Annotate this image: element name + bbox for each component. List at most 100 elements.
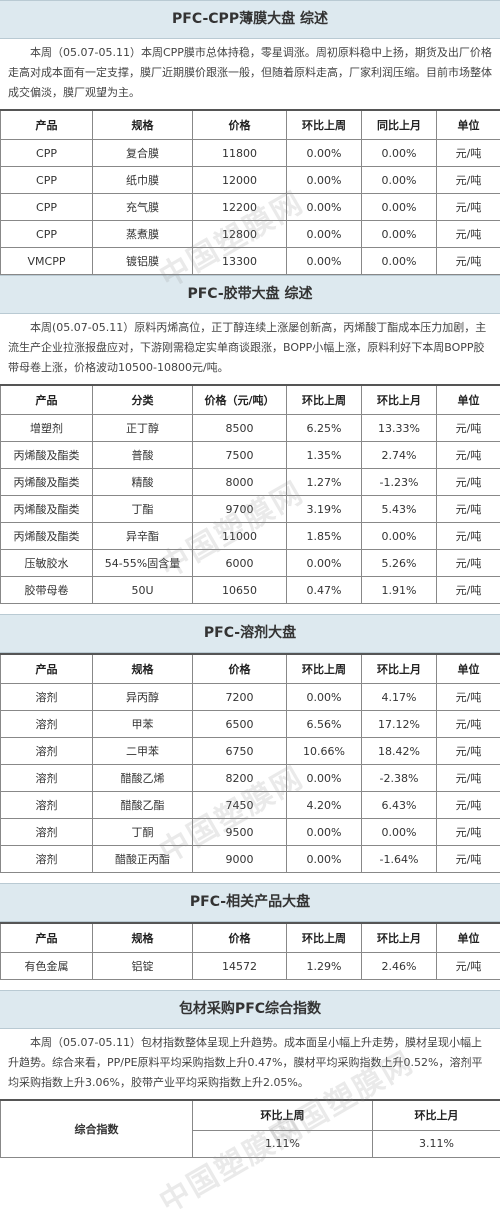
column-header: 产品 xyxy=(1,923,93,953)
price-cell: 13300 xyxy=(193,248,287,275)
product-cell: 有色金属 xyxy=(1,953,93,980)
column-header: 规格 xyxy=(93,923,193,953)
column-header: 产品 xyxy=(1,654,93,684)
unit-cell: 元/吨 xyxy=(437,248,500,275)
tape-section-title: PFC-胶带大盘 综述 xyxy=(0,275,500,314)
table-header-row: 产品规格价格环比上周环比上月单位 xyxy=(1,923,500,953)
table-header-row: 产品规格价格环比上周同比上月单位 xyxy=(1,110,500,140)
product-cell: 溶剂 xyxy=(1,846,93,873)
week-change-cell: 0.47% xyxy=(287,577,362,604)
cpp-summary: 本周（05.07-05.11）本周CPP膜市总体持稳，零星调涨。周初原料稳中上扬… xyxy=(0,39,500,109)
spec-cell: 醋酸乙烯 xyxy=(93,765,193,792)
month-change-cell: 0.00% xyxy=(362,167,437,194)
spec-cell: 异丙醇 xyxy=(93,684,193,711)
spec-cell: 丁酯 xyxy=(93,496,193,523)
month-change-cell: 0.00% xyxy=(362,221,437,248)
month-change-cell: 0.00% xyxy=(362,140,437,167)
unit-cell: 元/吨 xyxy=(437,221,500,248)
product-cell: 溶剂 xyxy=(1,819,93,846)
related-section-title: PFC-相关产品大盘 xyxy=(0,883,500,922)
price-cell: 9700 xyxy=(193,496,287,523)
column-header: 环比上月 xyxy=(362,923,437,953)
column-header: 环比上周 xyxy=(287,110,362,140)
unit-cell: 元/吨 xyxy=(437,496,500,523)
column-header: 规格 xyxy=(93,654,193,684)
month-change-cell: 2.46% xyxy=(362,953,437,980)
week-change-cell: 1.85% xyxy=(287,523,362,550)
column-header: 单位 xyxy=(437,654,500,684)
column-header: 单位 xyxy=(437,385,500,415)
unit-cell: 元/吨 xyxy=(437,523,500,550)
product-cell: 压敏胶水 xyxy=(1,550,93,577)
spec-cell: 二甲苯 xyxy=(93,738,193,765)
month-change-cell: 6.43% xyxy=(362,792,437,819)
week-change-cell: 4.20% xyxy=(287,792,362,819)
price-cell: 9000 xyxy=(193,846,287,873)
month-change-cell: 0.00% xyxy=(362,248,437,275)
price-cell: 6000 xyxy=(193,550,287,577)
month-change-cell: 18.42% xyxy=(362,738,437,765)
price-cell: 7200 xyxy=(193,684,287,711)
month-change-cell: -2.38% xyxy=(362,765,437,792)
unit-cell: 元/吨 xyxy=(437,415,500,442)
week-change-cell: 0.00% xyxy=(287,140,362,167)
column-header: 环比上月 xyxy=(362,654,437,684)
unit-cell: 元/吨 xyxy=(437,953,500,980)
index-value-wow: 1.11% xyxy=(193,1130,373,1157)
month-change-cell: -1.23% xyxy=(362,469,437,496)
column-header: 环比上周 xyxy=(287,654,362,684)
product-cell: 增塑剂 xyxy=(1,415,93,442)
index-section-title: 包材采购PFC综合指数 xyxy=(0,990,500,1029)
index-summary: 本周（05.07-05.11）包材指数整体呈现上升趋势。成本面呈小幅上升走势，膜… xyxy=(0,1029,500,1099)
unit-cell: 元/吨 xyxy=(437,550,500,577)
tape-summary: 本周(05.07-05.11）原料丙烯高位，正丁醇连续上涨屡创新高，丙烯酸丁酯成… xyxy=(0,314,500,384)
product-cell: 丙烯酸及酯类 xyxy=(1,523,93,550)
spacer xyxy=(0,604,500,614)
index-header-mom: 环比上月 xyxy=(373,1100,500,1130)
column-header: 单位 xyxy=(437,923,500,953)
unit-cell: 元/吨 xyxy=(437,738,500,765)
week-change-cell: 0.00% xyxy=(287,684,362,711)
week-change-cell: 0.00% xyxy=(287,194,362,221)
unit-cell: 元/吨 xyxy=(437,819,500,846)
price-cell: 9500 xyxy=(193,819,287,846)
price-cell: 14572 xyxy=(193,953,287,980)
column-header: 环比上周 xyxy=(287,385,362,415)
price-cell: 8500 xyxy=(193,415,287,442)
spec-cell: 复合膜 xyxy=(93,140,193,167)
spec-cell: 丁酮 xyxy=(93,819,193,846)
price-cell: 11800 xyxy=(193,140,287,167)
unit-cell: 元/吨 xyxy=(437,846,500,873)
unit-cell: 元/吨 xyxy=(437,442,500,469)
spec-cell: 醋酸正丙酯 xyxy=(93,846,193,873)
price-cell: 12800 xyxy=(193,221,287,248)
unit-cell: 元/吨 xyxy=(437,684,500,711)
week-change-cell: 0.00% xyxy=(287,846,362,873)
month-change-cell: 0.00% xyxy=(362,819,437,846)
price-cell: 8000 xyxy=(193,469,287,496)
month-change-cell: 5.43% xyxy=(362,496,437,523)
week-change-cell: 10.66% xyxy=(287,738,362,765)
spec-cell: 54-55%固含量 xyxy=(93,550,193,577)
product-cell: 丙烯酸及酯类 xyxy=(1,442,93,469)
column-header: 产品 xyxy=(1,385,93,415)
product-cell: 溶剂 xyxy=(1,765,93,792)
product-cell: 溶剂 xyxy=(1,711,93,738)
unit-cell: 元/吨 xyxy=(437,792,500,819)
product-cell: VMCPP xyxy=(1,248,93,275)
price-cell: 6500 xyxy=(193,711,287,738)
week-change-cell: 1.27% xyxy=(287,469,362,496)
price-cell: 11000 xyxy=(193,523,287,550)
unit-cell: 元/吨 xyxy=(437,194,500,221)
product-cell: 丙烯酸及酯类 xyxy=(1,469,93,496)
month-change-cell: 4.17% xyxy=(362,684,437,711)
